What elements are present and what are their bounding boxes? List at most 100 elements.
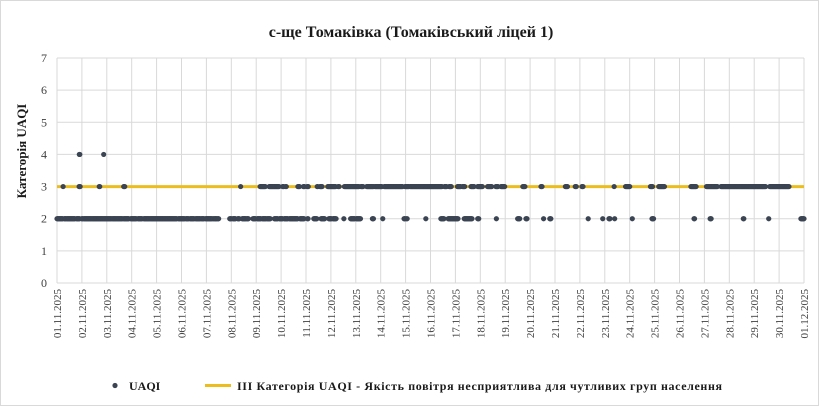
uaqi-point bbox=[60, 183, 66, 190]
uaqi-point bbox=[77, 151, 83, 158]
y-tick-label: 7 bbox=[41, 51, 47, 65]
x-tick-label: 23.11.2025 bbox=[600, 289, 612, 339]
uaqi-point bbox=[360, 183, 366, 190]
x-tick-label: 20.11.2025 bbox=[525, 289, 537, 339]
uaqi-point bbox=[741, 216, 747, 222]
uaqi-point bbox=[517, 216, 523, 222]
x-tick-label: 01.11.2025 bbox=[52, 289, 64, 339]
uaqi-point bbox=[267, 216, 273, 222]
y-axis-label: Категорія UAQI bbox=[14, 104, 29, 199]
x-tick-label: 28.11.2025 bbox=[724, 289, 736, 339]
uaqi-point bbox=[97, 183, 103, 190]
uaqi-point bbox=[357, 216, 364, 222]
x-tick-label: 14.11.2025 bbox=[376, 289, 388, 339]
uaqi-point bbox=[650, 216, 657, 222]
x-tick-label: 17.11.2025 bbox=[450, 289, 462, 339]
uaqi-point bbox=[101, 151, 107, 158]
y-tick-label: 0 bbox=[41, 276, 47, 290]
uaqi-point bbox=[540, 216, 547, 222]
x-tick-label: 22.11.2025 bbox=[575, 289, 587, 339]
y-tick-label: 2 bbox=[41, 212, 47, 226]
uaqi-point bbox=[471, 183, 477, 190]
uaqi-point bbox=[714, 183, 720, 190]
uaqi-point bbox=[766, 216, 772, 222]
x-tick-label: 30.11.2025 bbox=[774, 289, 786, 339]
uaqi-point bbox=[489, 183, 495, 190]
uaqi-point bbox=[661, 183, 668, 190]
uaqi-point bbox=[77, 183, 83, 190]
x-tick-label: 07.11.2025 bbox=[201, 289, 213, 339]
x-tick-label: 19.11.2025 bbox=[500, 289, 512, 339]
x-tick-label: 10.11.2025 bbox=[276, 289, 288, 339]
uaqi-point bbox=[763, 183, 769, 190]
uaqi-point bbox=[319, 183, 325, 190]
uaqi-point bbox=[801, 216, 807, 222]
uaqi-point bbox=[276, 183, 282, 190]
uaqi-point bbox=[611, 183, 617, 190]
uaqi-point bbox=[502, 183, 508, 190]
uaqi-point bbox=[404, 216, 410, 222]
x-tick-label: 25.11.2025 bbox=[650, 289, 662, 339]
legend: UAQI ІІІ Категорія UAQI - Якість повітря… bbox=[112, 379, 723, 393]
x-tick-label: 29.11.2025 bbox=[749, 289, 761, 339]
x-tick-label: 09.11.2025 bbox=[251, 289, 263, 339]
x-tick-label: 21.11.2025 bbox=[550, 289, 562, 339]
y-tick-label: 1 bbox=[41, 244, 47, 258]
x-tick-label: 15.11.2025 bbox=[401, 289, 413, 339]
uaqi-point bbox=[522, 183, 528, 190]
uaqi-point bbox=[122, 183, 128, 190]
uaqi-point bbox=[691, 216, 698, 222]
x-tick-label: 18.11.2025 bbox=[475, 289, 487, 339]
y-tick-label: 6 bbox=[41, 83, 47, 97]
y-axis-ticks: 0 1 2 3 4 5 6 7 bbox=[41, 51, 47, 290]
x-tick-label: 08.11.2025 bbox=[226, 289, 238, 339]
x-tick-label: 24.11.2025 bbox=[625, 289, 637, 339]
uaqi-point bbox=[455, 216, 461, 222]
x-tick-label: 11.11.2025 bbox=[301, 289, 313, 338]
x-tick-label: 27.11.2025 bbox=[699, 289, 711, 339]
uaqi-point bbox=[493, 216, 499, 222]
uaqi-point bbox=[245, 216, 252, 222]
uaqi-point bbox=[262, 183, 268, 190]
x-tick-label: 04.11.2025 bbox=[127, 289, 139, 339]
uaqi-points bbox=[54, 151, 807, 222]
uaqi-point bbox=[612, 216, 618, 222]
uaqi-point bbox=[786, 183, 792, 190]
uaqi-point bbox=[380, 216, 386, 222]
uaqi-point bbox=[573, 183, 579, 190]
uaqi-point bbox=[627, 183, 633, 190]
uaqi-point bbox=[448, 183, 454, 190]
uaqi-point bbox=[370, 216, 377, 222]
x-tick-label: 13.11.2025 bbox=[351, 289, 363, 339]
uaqi-point bbox=[283, 183, 289, 190]
uaqi-point bbox=[238, 183, 244, 190]
uaqi-point bbox=[476, 216, 482, 222]
x-tick-label: 06.11.2025 bbox=[177, 289, 189, 339]
y-tick-label: 4 bbox=[41, 147, 47, 161]
uaqi-point bbox=[216, 216, 222, 222]
uaqi-point bbox=[469, 216, 475, 222]
uaqi-point bbox=[462, 183, 468, 190]
x-tick-label: 16.11.2025 bbox=[426, 289, 438, 339]
y-tick-label: 3 bbox=[41, 180, 47, 194]
uaqi-point bbox=[693, 183, 699, 190]
x-axis-ticks: 01.11.2025 02.11.2025 03.11.2025 04.11.2025… bbox=[52, 289, 811, 339]
legend-uaqi-marker bbox=[112, 382, 118, 389]
grid-lines bbox=[56, 57, 805, 284]
uaqi-point bbox=[305, 183, 311, 190]
uaqi-point bbox=[441, 216, 447, 222]
uaqi-point bbox=[333, 216, 339, 222]
x-tick-label: 05.11.2025 bbox=[152, 289, 164, 339]
uaqi-point bbox=[479, 183, 485, 190]
uaqi-point bbox=[580, 183, 586, 190]
uaqi-point bbox=[296, 183, 303, 190]
uaqi-point bbox=[341, 216, 347, 222]
uaqi-point bbox=[629, 216, 635, 222]
chart-title: с-ще Томаківка (Томаківський ліцей 1) bbox=[269, 24, 554, 41]
uaqi-point bbox=[600, 216, 606, 222]
x-tick-label: 12.11.2025 bbox=[326, 289, 338, 339]
uaqi-point bbox=[708, 216, 714, 222]
uaqi-point bbox=[585, 216, 591, 222]
